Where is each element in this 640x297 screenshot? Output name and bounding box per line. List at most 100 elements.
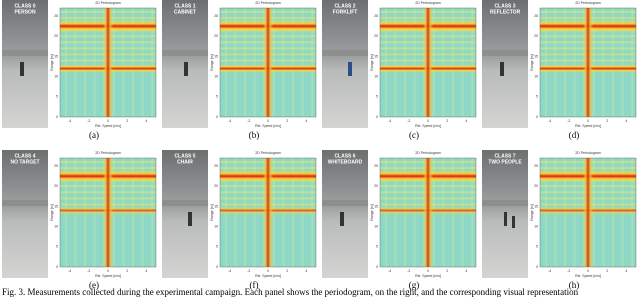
x-tick-label: -2 (567, 119, 570, 123)
plot-title: 2D Periodogram (575, 1, 601, 5)
heatmap-stripe (573, 8, 576, 117)
photo-wall (162, 50, 208, 56)
y-tick-label: 20 (374, 34, 378, 38)
heatmap-band (263, 8, 273, 117)
y-tick-label: 20 (214, 34, 218, 38)
sublabel: (f) (250, 280, 259, 290)
x-tick-label: -2 (567, 269, 570, 273)
heatmap-stripe (151, 8, 154, 117)
x-tick-label: -2 (87, 269, 90, 273)
x-tick-label: 0 (587, 269, 589, 273)
heatmap-band (263, 158, 273, 267)
heatmap-band (103, 8, 113, 117)
class-name: WHITEBOARD (328, 159, 363, 165)
y-tick-label: 15 (214, 204, 218, 208)
heatmap-stripe (272, 8, 275, 117)
class-label: CLASS 6 (334, 153, 355, 159)
class-name: PERSON (14, 9, 36, 15)
heatmap-stripe (404, 8, 406, 117)
heatmap-stripe (631, 8, 634, 117)
photo (2, 150, 48, 278)
photo-wall (162, 200, 208, 206)
y-tick-label: 0 (376, 115, 378, 119)
x-tick-label: 0 (587, 119, 589, 123)
y-label: Range [m] (210, 54, 214, 70)
class-label: CLASS 7 (494, 153, 515, 159)
plot-title: 2D Periodogram (95, 1, 121, 5)
x-label: Rel. Speed [m/s] (415, 124, 441, 128)
class-label: CLASS 4 (14, 153, 35, 159)
y-tick-label: 25 (374, 164, 378, 168)
heatmap-band (583, 8, 593, 117)
x-label: Rel. Speed [m/s] (575, 274, 601, 278)
x-label: Rel. Speed [m/s] (255, 124, 281, 128)
plot-title: 2D Periodogram (415, 151, 441, 155)
photo-wall (482, 200, 528, 206)
x-tick-label: -4 (548, 269, 551, 273)
x-tick-label: 4 (145, 269, 147, 273)
heatmap-stripe (621, 8, 624, 117)
x-tick-label: 2 (446, 119, 448, 123)
heatmap-band (423, 8, 433, 117)
plot-frame (219, 7, 317, 118)
photo (162, 150, 208, 278)
plot-frame (219, 157, 317, 268)
y-tick-label: 5 (536, 245, 538, 249)
heatmap-stripe (282, 8, 285, 117)
photo-wall (322, 200, 368, 206)
y-tick-label: 0 (216, 115, 218, 119)
x-label: Rel. Speed [m/s] (255, 274, 281, 278)
heatmap-stripe (432, 8, 435, 117)
x-tick-label: 0 (107, 119, 109, 123)
x-label: Rel. Speed [m/s] (95, 124, 121, 128)
heatmap-stripe (394, 8, 397, 117)
y-tick-label: 20 (534, 34, 538, 38)
y-tick-label: 0 (216, 265, 218, 269)
heatmap-stripe (301, 8, 304, 117)
heatmap-stripe (413, 8, 416, 117)
x-tick-label: 0 (267, 119, 269, 123)
y-tick-label: 10 (54, 225, 58, 229)
y-tick-label: 0 (376, 265, 378, 269)
heatmap-stripe (544, 8, 547, 117)
x-tick-label: 4 (305, 119, 307, 123)
plot-title: 2D Periodogram (95, 151, 121, 155)
y-tick-label: 20 (214, 184, 218, 188)
y-tick-label: 10 (534, 75, 538, 79)
heatmap-band (423, 158, 433, 267)
heatmap-stripe (93, 8, 96, 117)
x-tick-label: -4 (548, 119, 551, 123)
x-tick-label: 4 (145, 119, 147, 123)
y-tick-label: 15 (214, 54, 218, 58)
heatmap-stripe (74, 8, 77, 117)
y-tick-label: 10 (214, 75, 218, 79)
x-tick-label: 2 (446, 269, 448, 273)
panel: CLASS 4NO TARGET 2D Periodogram Range [m] 0… (2, 150, 159, 290)
class-name: CHAIR (177, 159, 193, 165)
plot-frame (539, 157, 637, 268)
y-label: Range [m] (530, 204, 534, 220)
x-tick-label: -4 (68, 269, 71, 273)
plot-frame (539, 7, 637, 118)
plot-title: 2D Periodogram (255, 151, 281, 155)
x-tick-label: -2 (247, 269, 250, 273)
sublabel: (a) (89, 130, 99, 140)
y-tick-label: 20 (374, 184, 378, 188)
x-label: Rel. Speed [m/s] (95, 274, 121, 278)
y-tick-label: 0 (536, 265, 538, 269)
y-tick-label: 0 (536, 115, 538, 119)
heatmap-stripe (234, 8, 237, 117)
x-tick-label: 4 (625, 269, 627, 273)
y-label: Range [m] (530, 54, 534, 70)
sublabel: (e) (89, 280, 99, 290)
y-tick-label: 15 (54, 54, 58, 58)
heatmap-stripe (602, 8, 605, 117)
photo-object (20, 62, 24, 76)
y-tick-label: 15 (534, 204, 538, 208)
